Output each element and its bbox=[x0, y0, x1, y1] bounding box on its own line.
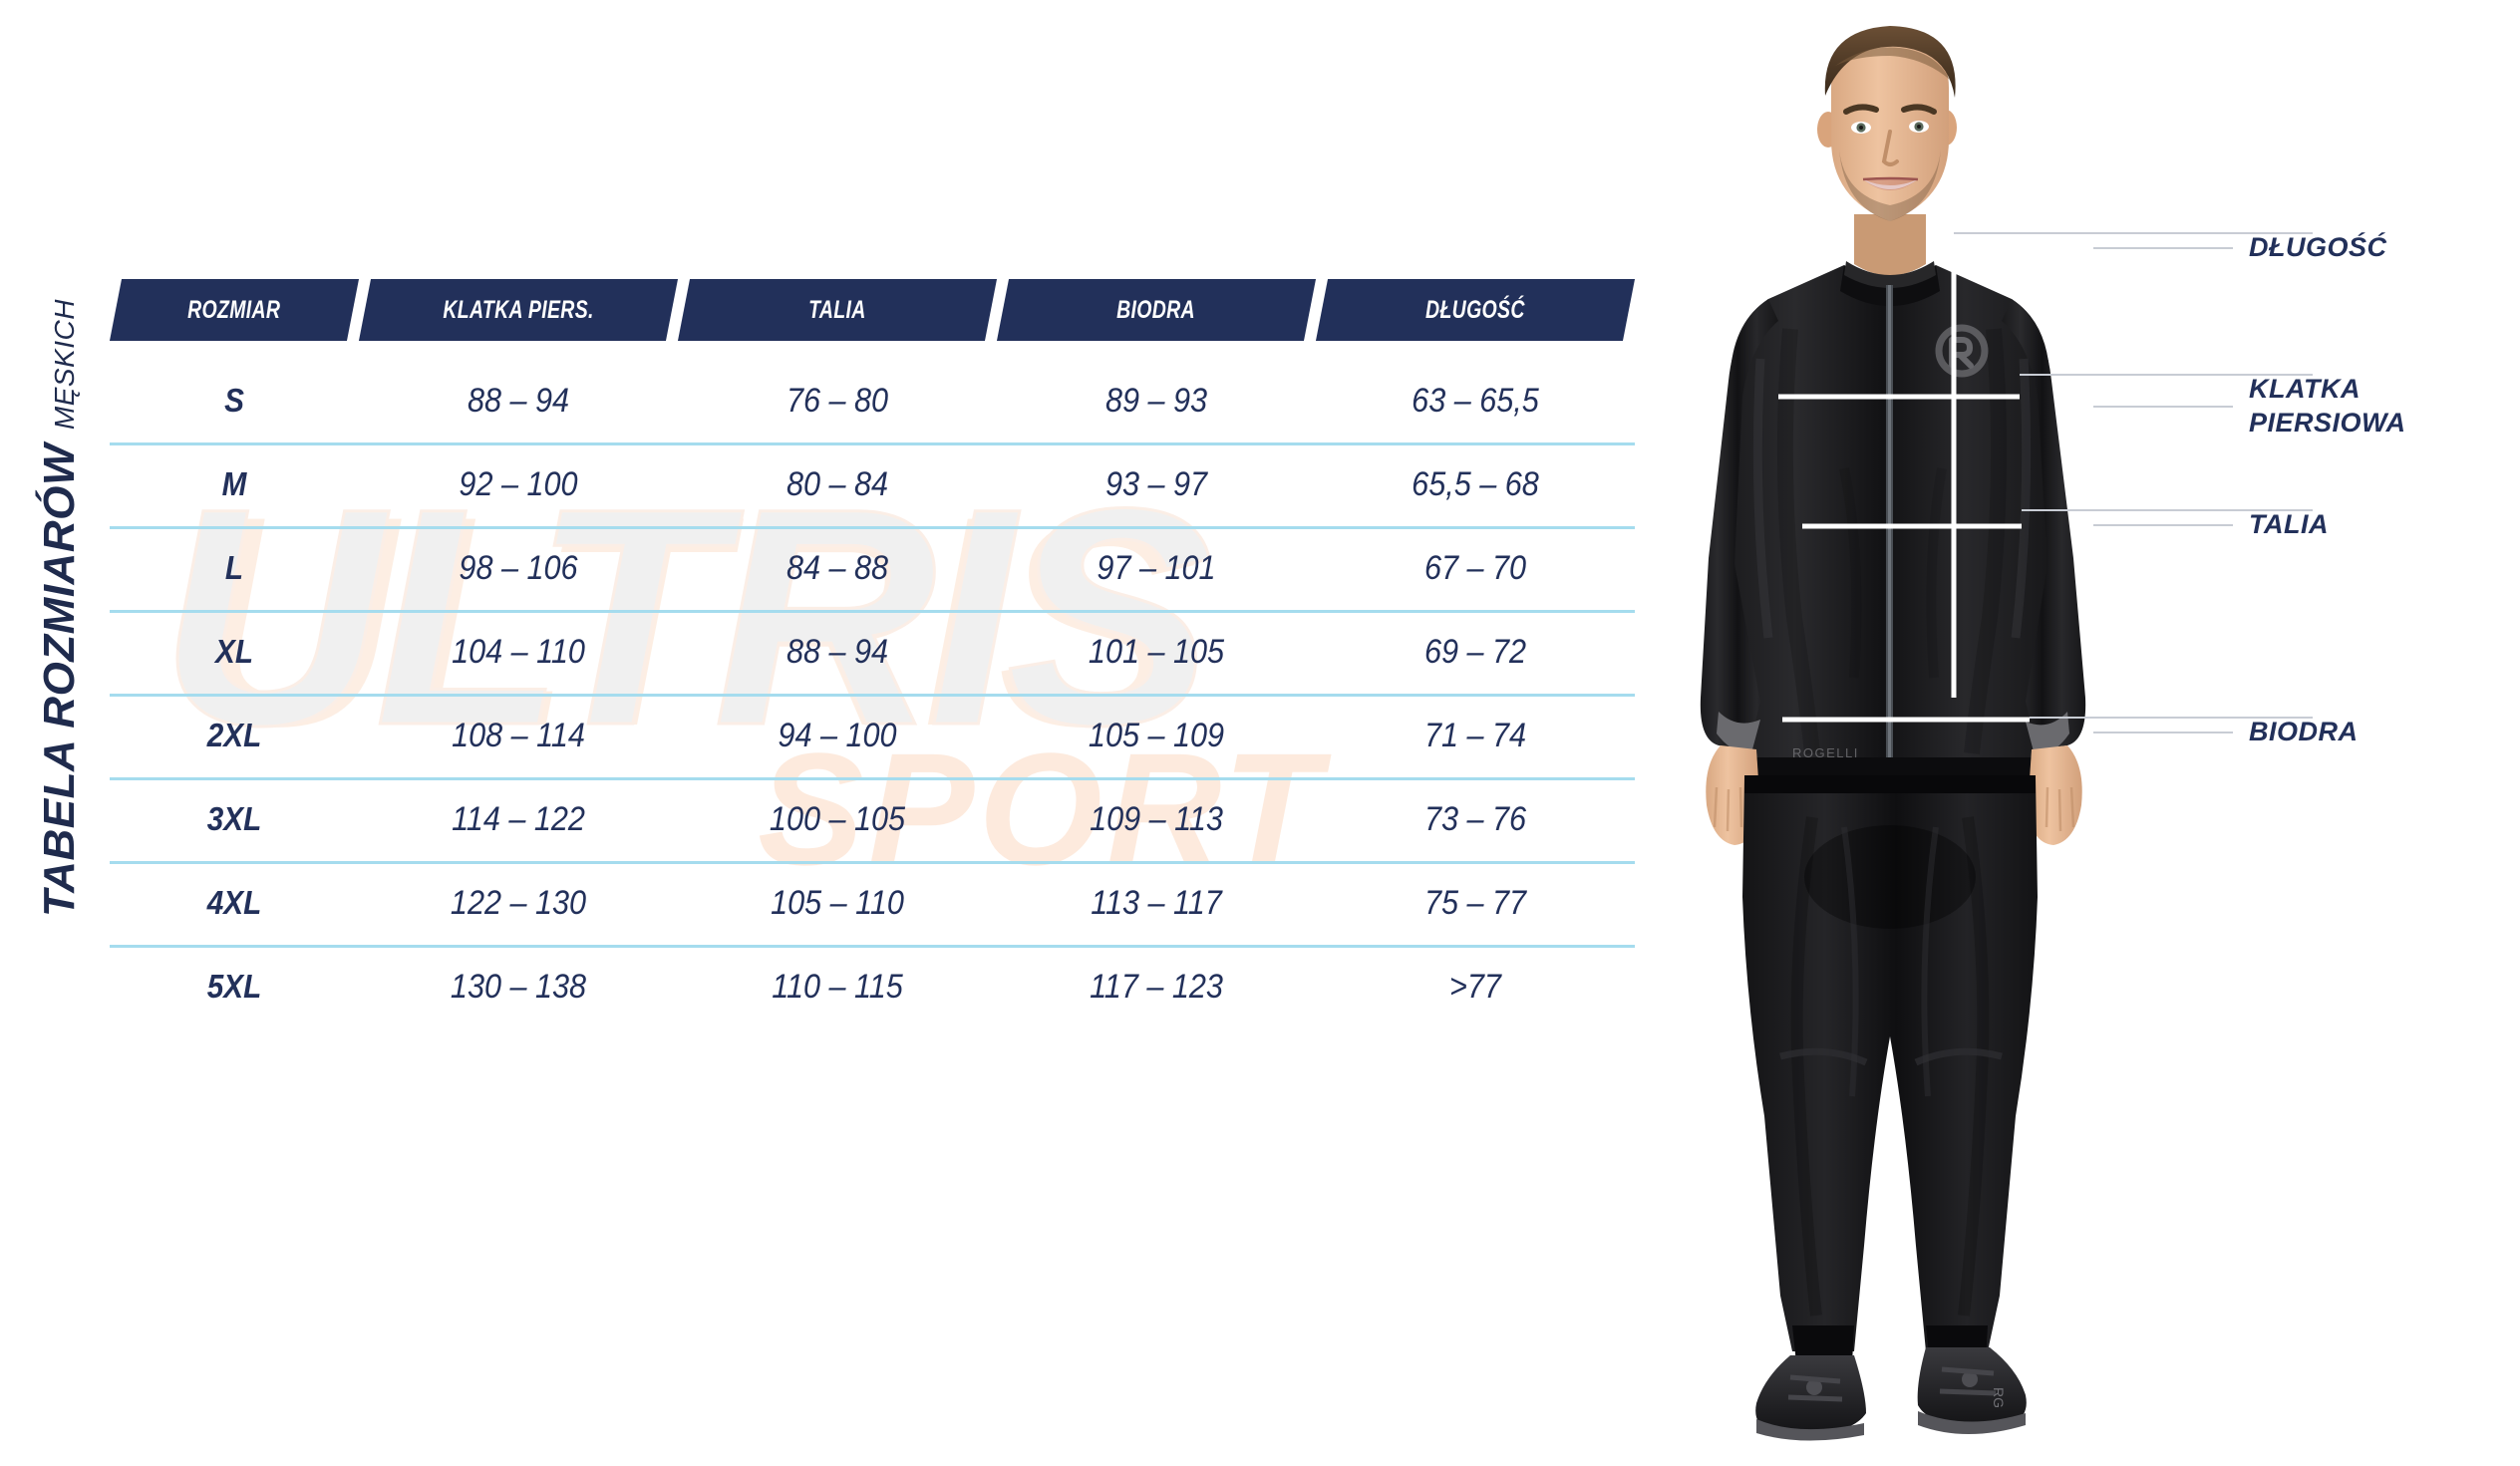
table-row: XL 104 – 110 88 – 94 101 – 105 69 – 72 bbox=[110, 610, 1635, 694]
table-row: M 92 – 100 80 – 84 93 – 97 65,5 – 68 bbox=[110, 442, 1635, 526]
cell-chest: 88 – 94 bbox=[467, 381, 570, 420]
cell-length: 65,5 – 68 bbox=[1412, 464, 1539, 503]
header-label: DŁUGOŚĆ bbox=[1425, 295, 1525, 324]
cell-size: XL bbox=[215, 633, 253, 670]
svg-text:RG: RG bbox=[1991, 1387, 2007, 1408]
leader-line bbox=[2093, 405, 2233, 408]
annotation-length: DŁUGOŚĆ bbox=[2093, 231, 2387, 265]
cell-waist: 105 – 110 bbox=[771, 883, 904, 922]
page-title-sub: MĘSKICH bbox=[49, 299, 80, 431]
svg-text:ROGELLI: ROGELLI bbox=[1792, 745, 1859, 760]
annotation-label: KLATKA PIERSIOWA bbox=[2249, 373, 2406, 440]
cell-length: 71 – 74 bbox=[1423, 716, 1527, 754]
model-photo: ROGELLI bbox=[1695, 0, 2313, 1466]
model-tights bbox=[1742, 775, 2038, 1363]
cell-hips: 101 – 105 bbox=[1088, 632, 1225, 671]
vertical-title: TABELA ROZMIARÓW MĘSKICH bbox=[35, 299, 85, 917]
cell-waist: 84 – 88 bbox=[786, 548, 889, 587]
cell-waist: 88 – 94 bbox=[786, 632, 889, 671]
cell-size: 2XL bbox=[206, 717, 262, 753]
table-row: 3XL 114 – 122 100 – 105 109 – 113 73 – 7… bbox=[110, 777, 1635, 861]
table-row: S 88 – 94 76 – 80 89 – 93 63 – 65,5 bbox=[110, 359, 1635, 442]
cell-hips: 93 – 97 bbox=[1104, 464, 1208, 503]
annotation-label-line2: PIERSIOWA bbox=[2249, 407, 2406, 438]
page-title-main: TABELA ROZMIARÓW bbox=[35, 443, 84, 917]
cell-length: 69 – 72 bbox=[1423, 632, 1527, 671]
guide-connector-lines bbox=[1954, 232, 2313, 719]
leader-line bbox=[2093, 523, 2233, 526]
cell-waist: 76 – 80 bbox=[786, 381, 889, 420]
cell-length: 67 – 70 bbox=[1423, 548, 1527, 587]
cell-chest: 92 – 100 bbox=[459, 464, 578, 503]
cell-chest: 98 – 106 bbox=[459, 548, 578, 587]
header-label: BIODRA bbox=[1116, 295, 1196, 324]
cell-size: 3XL bbox=[206, 800, 262, 837]
table-header-rozmiar: ROZMIAR bbox=[109, 279, 360, 341]
cell-length: >77 bbox=[1449, 967, 1501, 1006]
cell-hips: 109 – 113 bbox=[1090, 799, 1223, 838]
cell-waist: 100 – 105 bbox=[769, 799, 906, 838]
table-header-talia: TALIA bbox=[677, 279, 998, 341]
cell-size: M bbox=[221, 465, 247, 502]
annotation-chest: KLATKA PIERSIOWA bbox=[2093, 373, 2406, 440]
cell-waist: 110 – 115 bbox=[772, 967, 903, 1006]
table-header-row: ROZMIAR KLATKA PIERS. TALIA BIODRA DŁUGO… bbox=[109, 279, 1636, 341]
cell-chest: 130 – 138 bbox=[450, 967, 587, 1006]
cell-hips: 89 – 93 bbox=[1104, 381, 1208, 420]
annotation-label-line1: KLATKA bbox=[2249, 374, 2361, 404]
annotation-label: TALIA bbox=[2249, 509, 2329, 539]
table-row: L 98 – 106 84 – 88 97 – 101 67 – 70 bbox=[110, 526, 1635, 610]
annotation-label: DŁUGOŚĆ bbox=[2249, 232, 2387, 262]
table-header-dlugosc: DŁUGOŚĆ bbox=[1315, 279, 1636, 341]
measurement-annotations: DŁUGOŚĆ KLATKA PIERSIOWA TALIA BIODRA bbox=[2093, 0, 2520, 1466]
annotation-waist: TALIA bbox=[2093, 508, 2329, 542]
cell-hips: 97 – 101 bbox=[1097, 548, 1216, 587]
cell-chest: 104 – 110 bbox=[452, 632, 585, 671]
header-label: KLATKA PIERS. bbox=[443, 295, 594, 324]
cell-size: L bbox=[224, 549, 244, 586]
cell-hips: 105 – 109 bbox=[1088, 716, 1225, 754]
cell-length: 73 – 76 bbox=[1423, 799, 1527, 838]
cell-hips: 117 – 123 bbox=[1090, 967, 1223, 1006]
page-title: TABELA ROZMIARÓW MĘSKICH bbox=[0, 259, 120, 957]
cell-size: 4XL bbox=[206, 884, 262, 921]
annotation-hips: BIODRA bbox=[2093, 716, 2359, 749]
header-label: ROZMIAR bbox=[187, 295, 281, 324]
cell-hips: 113 – 117 bbox=[1091, 883, 1222, 922]
table-row: 2XL 108 – 114 94 – 100 105 – 109 71 – 74 bbox=[110, 694, 1635, 777]
table-header-klatka-piers: KLATKA PIERS. bbox=[358, 279, 679, 341]
table-row: 5XL 130 – 138 110 – 115 117 – 123 >77 bbox=[110, 945, 1635, 1028]
cell-size: 5XL bbox=[206, 968, 262, 1005]
table-row: 4XL 122 – 130 105 – 110 113 – 117 75 – 7… bbox=[110, 861, 1635, 945]
leader-line bbox=[2093, 246, 2233, 249]
leader-line bbox=[2093, 731, 2233, 733]
cell-chest: 122 – 130 bbox=[450, 883, 587, 922]
header-label: TALIA bbox=[808, 295, 866, 324]
annotation-label: BIODRA bbox=[2249, 717, 2359, 746]
cell-chest: 108 – 114 bbox=[452, 716, 585, 754]
cell-size: S bbox=[224, 382, 244, 419]
cell-length: 75 – 77 bbox=[1423, 883, 1527, 922]
cell-waist: 94 – 100 bbox=[778, 716, 897, 754]
model-jacket: ROGELLI bbox=[1700, 261, 2086, 783]
cell-chest: 114 – 122 bbox=[452, 799, 585, 838]
cell-waist: 80 – 84 bbox=[786, 464, 889, 503]
size-table: ROZMIAR KLATKA PIERS. TALIA BIODRA DŁUGO… bbox=[109, 279, 1636, 1028]
table-header-biodra: BIODRA bbox=[996, 279, 1317, 341]
model-shoes: RG bbox=[1755, 1347, 2027, 1441]
measurement-guide-lines bbox=[1778, 239, 2030, 723]
model-head bbox=[1817, 26, 1957, 276]
cell-length: 63 – 65,5 bbox=[1412, 381, 1539, 420]
